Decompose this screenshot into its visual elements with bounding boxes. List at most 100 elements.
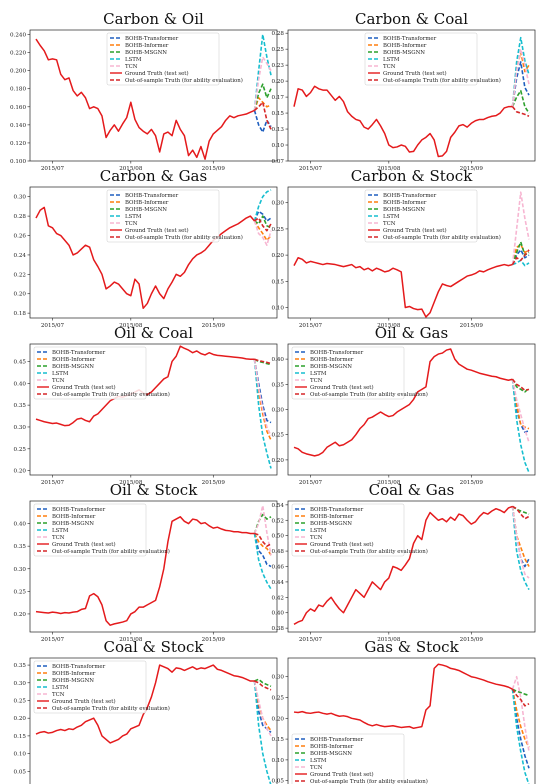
plot-area <box>29 343 278 476</box>
series-line-ground-truth <box>293 663 513 730</box>
legend-label: BOHB-Transformer <box>383 36 437 42</box>
series-line-tcn <box>511 379 530 443</box>
y-tick-label: 0.30 <box>272 408 285 414</box>
series-line-out-of-sample-truth-for-ability-evaluation <box>254 358 272 365</box>
y-tick-label: 0.52 <box>272 518 285 524</box>
panel-title: Carbon & Coal <box>355 10 468 28</box>
y-tick-label: 0.15 <box>14 734 27 740</box>
legend: BOHB-TransformerBOHB-InformerBOHB-MSGNNL… <box>33 660 170 714</box>
series-line-out-of-sample-truth-for-ability-evaluation <box>511 688 530 707</box>
y-tick-label: 0.45 <box>14 359 27 365</box>
series-line-out-of-sample-truth-for-ability-evaluation <box>254 532 272 547</box>
panel-oil-stock: Oil & Stock 0.20 0.25 0.30 0.35 0.40 2015/07 20… <box>14 481 278 643</box>
y-tick-label: 0.30 <box>272 201 285 207</box>
y-tick-label: 0.30 <box>14 681 27 687</box>
legend-label: BOHB-Transformer <box>125 36 179 42</box>
y-tick-label: 0.220 <box>10 51 26 57</box>
series-line-bohb-informer <box>511 689 530 748</box>
panel-title: Coal & Stock <box>104 638 205 656</box>
series-line-bohb-msgnn <box>253 83 272 111</box>
legend-label: LSTM <box>310 528 327 534</box>
y-tick-label: 0.35 <box>14 544 27 550</box>
x-tick-label: 2015/09 <box>460 480 484 486</box>
legend-label: LSTM <box>125 57 142 63</box>
y-tick-label: 0.26 <box>14 234 27 240</box>
legend-label: TCN <box>383 221 396 227</box>
y-tick-label: 0.180 <box>10 87 26 93</box>
panel-title: Carbon & Stock <box>351 167 474 185</box>
panel-carbon-coal: Carbon & Coal 0.07 0.10 0.13 0.15 0.17 0.20 0.2… <box>272 10 536 172</box>
y-tick-label: 0.20 <box>14 469 27 475</box>
x-tick-label: 2015/07 <box>299 480 323 486</box>
series-line-out-of-sample-truth-for-ability-evaluation <box>512 505 530 520</box>
series-line-lstm <box>511 379 530 473</box>
legend-label: BOHB-MSGNN <box>52 521 94 527</box>
y-tick-label: 0.48 <box>272 549 285 555</box>
legend-label: LSTM <box>125 214 142 220</box>
legend-label: BOHB-Transformer <box>52 664 106 670</box>
legend-label: BOHB-Informer <box>52 357 96 363</box>
y-tick-label: 0.42 <box>272 595 285 601</box>
x-tick-label: 2015/09 <box>202 166 226 172</box>
y-tick-label: 0.25 <box>272 227 285 233</box>
y-tick-label: 0.40 <box>14 522 27 528</box>
series-line-ground-truth <box>293 505 513 625</box>
x-tick-label: 2015/08 <box>377 323 401 329</box>
series-line-tcn <box>511 675 530 752</box>
legend-label: Out-of-sample Truth (for ability evaluat… <box>125 77 243 84</box>
y-tick-label: 0.07 <box>272 159 285 165</box>
y-tick-label: 0.23 <box>272 63 285 69</box>
y-tick-label: 0.160 <box>10 105 26 111</box>
y-tick-label: 0.20 <box>14 292 27 298</box>
x-tick-label: 2015/09 <box>460 166 484 172</box>
panel-title: Gas & Stock <box>364 638 459 656</box>
y-tick-label: 0.25 <box>272 47 285 53</box>
y-tick-label: 0.13 <box>272 127 285 133</box>
legend-label: Out-of-sample Truth (for ability evaluat… <box>383 77 501 84</box>
y-tick-label: 0.15 <box>272 111 285 117</box>
series-line-bohb-msgnn <box>512 688 530 697</box>
x-tick-label: 2015/08 <box>119 480 143 486</box>
legend-label: Out-of-sample Truth (for ability evaluat… <box>310 778 428 784</box>
legend-label: LSTM <box>383 57 400 63</box>
legend-box <box>106 32 220 86</box>
legend-label: TCN <box>383 64 396 70</box>
x-tick-label: 2015/07 <box>41 480 65 486</box>
y-tick-label: 0.25 <box>272 433 285 439</box>
legend-box <box>291 346 405 400</box>
plot-area <box>29 500 278 633</box>
legend-label: Out-of-sample Truth (for ability evaluat… <box>52 705 170 712</box>
series-line-ground-truth <box>293 256 513 318</box>
legend-box <box>33 660 147 714</box>
legend-label: BOHB-Transformer <box>383 193 437 199</box>
legend-label: Out-of-sample Truth (for ability evaluat… <box>383 234 501 241</box>
legend-label: BOHB-Informer <box>310 744 354 750</box>
legend-label: LSTM <box>310 758 327 764</box>
panel-title: Oil & Gas <box>375 324 448 342</box>
legend-label: BOHB-MSGNN <box>383 50 425 56</box>
y-tick-label: 0.40 <box>272 357 285 363</box>
y-tick-label: 0.140 <box>10 123 26 129</box>
panel-oil-coal: Oil & Coal 0.20 0.25 0.30 0.35 0.40 0.45 2015/0… <box>14 324 278 486</box>
y-tick-label: 0.20 <box>272 253 285 259</box>
legend-label: LSTM <box>52 528 69 534</box>
legend: BOHB-TransformerBOHB-InformerBOHB-MSGNNL… <box>106 32 243 86</box>
panel-title: Carbon & Oil <box>103 10 204 28</box>
series-line-bohb-informer <box>253 220 272 242</box>
series-line-ground-truth <box>35 38 255 160</box>
x-tick-label: 2015/09 <box>460 637 484 643</box>
legend-label: LSTM <box>52 371 69 377</box>
series-line-ground-truth <box>293 348 513 457</box>
x-tick-label: 2015/08 <box>119 637 143 643</box>
legend-label: BOHB-Informer <box>52 514 96 520</box>
plot-area <box>29 29 278 162</box>
legend-label: BOHB-Transformer <box>310 350 364 356</box>
legend-box <box>291 503 405 557</box>
y-tick-label: 0.17 <box>272 95 285 101</box>
panel-carbon-stock: Carbon & Stock 0.10 0.15 0.20 0.25 0.30 2015/0… <box>272 167 536 329</box>
series-line-lstm <box>253 359 272 469</box>
panel-carbon-oil: Carbon & Oil 0.100 0.120 0.140 0.160 0.180 0.2… <box>10 10 278 172</box>
x-tick-label: 2015/09 <box>202 480 226 486</box>
y-tick-label: 0.30 <box>14 567 27 573</box>
